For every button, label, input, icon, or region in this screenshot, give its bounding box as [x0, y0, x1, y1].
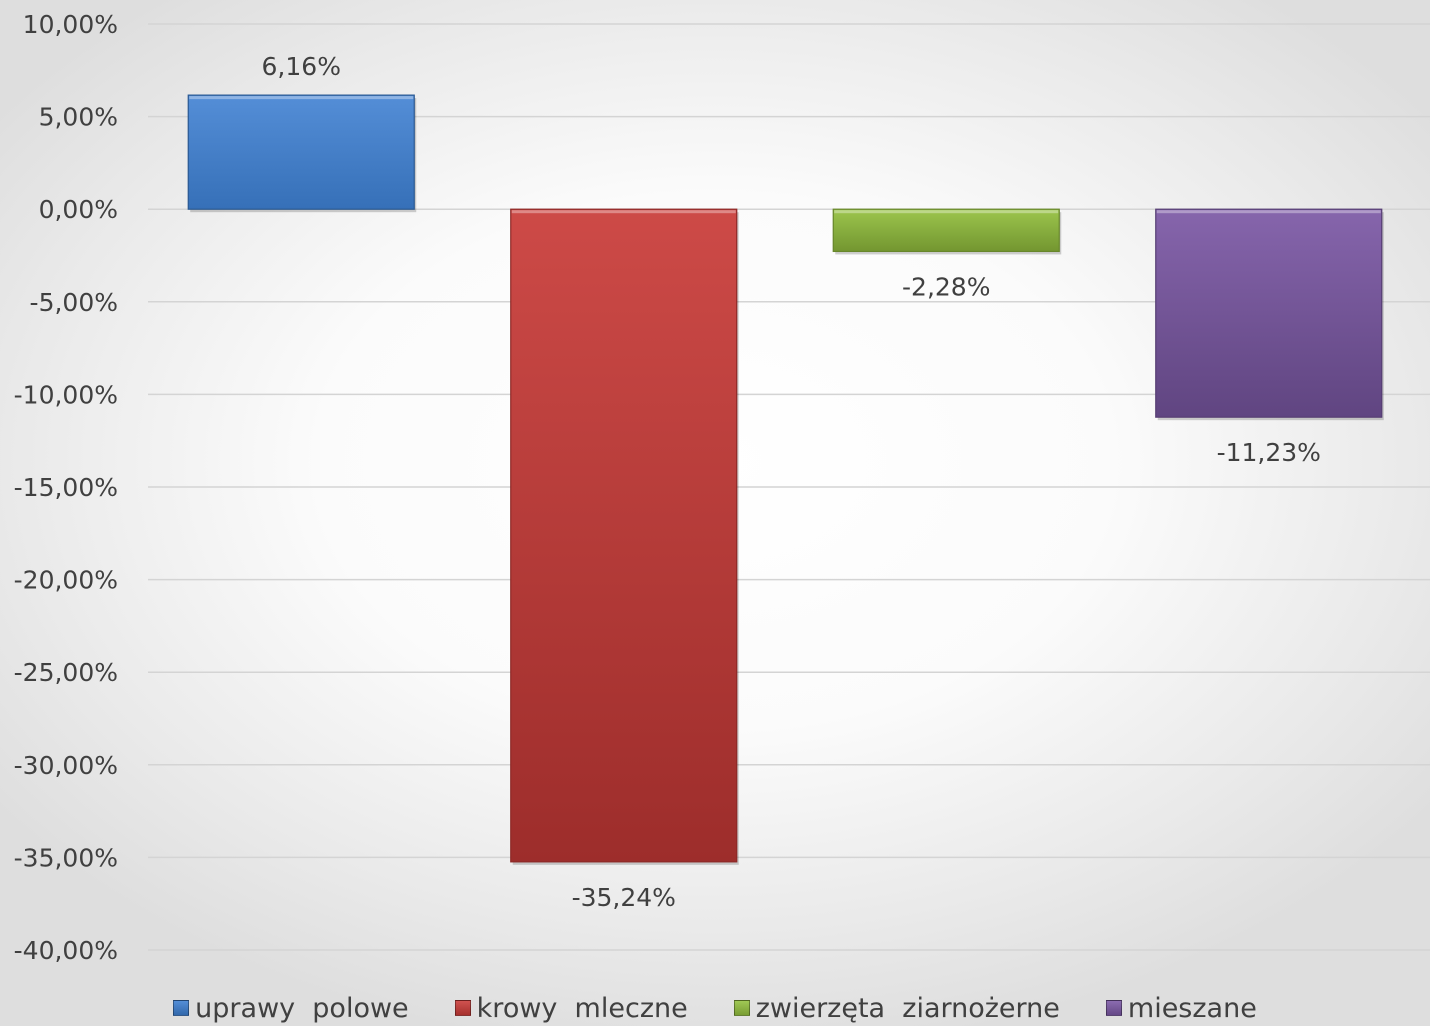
legend-item: krowy mleczne	[454, 992, 688, 1024]
legend-swatch	[173, 1000, 190, 1016]
bar-highlight	[1156, 210, 1381, 214]
bar-highlight	[189, 96, 414, 100]
y-tick-label: -15,00%	[14, 473, 118, 502]
bar-4	[1155, 208, 1384, 421]
y-tick-label: -35,00%	[14, 843, 118, 872]
legend-label: zwierzęta ziarnożerne	[755, 992, 1060, 1024]
bars	[187, 94, 1384, 865]
data-label: -2,28%	[902, 272, 990, 301]
y-tick-label: 0,00%	[39, 195, 118, 224]
legend-item: uprawy polowe	[173, 993, 409, 1024]
legend-swatch	[733, 1000, 750, 1016]
bar	[187, 94, 415, 210]
y-tick-label: -5,00%	[30, 288, 118, 317]
y-tick-label: 10,00%	[23, 10, 118, 39]
bar-2	[510, 208, 739, 865]
legend-label: mieszane	[1127, 992, 1257, 1024]
bar-highlight	[511, 210, 736, 214]
y-tick-label: -20,00%	[14, 566, 118, 595]
y-tick-label: -40,00%	[14, 936, 118, 965]
legend-label: krowy mleczne	[476, 992, 688, 1024]
y-tick-label: -30,00%	[14, 751, 118, 780]
legend-label: uprawy polowe	[195, 992, 409, 1024]
data-label: -11,23%	[1217, 438, 1321, 467]
data-labels: 6,16% -35,24% -2,28% -11,23%	[262, 52, 1321, 912]
bar	[510, 208, 738, 863]
bar-3	[832, 208, 1062, 255]
legend: uprawy polowe krowy mleczne zwierzęta ziar…	[0, 990, 1430, 1026]
data-label: -35,24%	[572, 883, 676, 912]
y-axis-tick-labels: 10,00% 5,00% 0,00% -5,00% -10,00% -15,00% -20,…	[14, 10, 118, 965]
y-tick-label: -10,00%	[14, 380, 118, 409]
legend-swatch	[1105, 1000, 1122, 1016]
y-tick-label: 5,00%	[39, 103, 118, 132]
bar-highlight	[834, 210, 1059, 214]
legend-swatch	[454, 1000, 471, 1016]
bar-1	[187, 94, 417, 213]
legend-item: zwierzęta ziarnożerne	[733, 992, 1060, 1024]
bar	[1155, 208, 1383, 418]
bar	[832, 208, 1060, 253]
data-label: 6,16%	[262, 52, 341, 81]
legend-item: mieszane	[1105, 992, 1257, 1024]
y-tick-label: -25,00%	[14, 658, 118, 687]
